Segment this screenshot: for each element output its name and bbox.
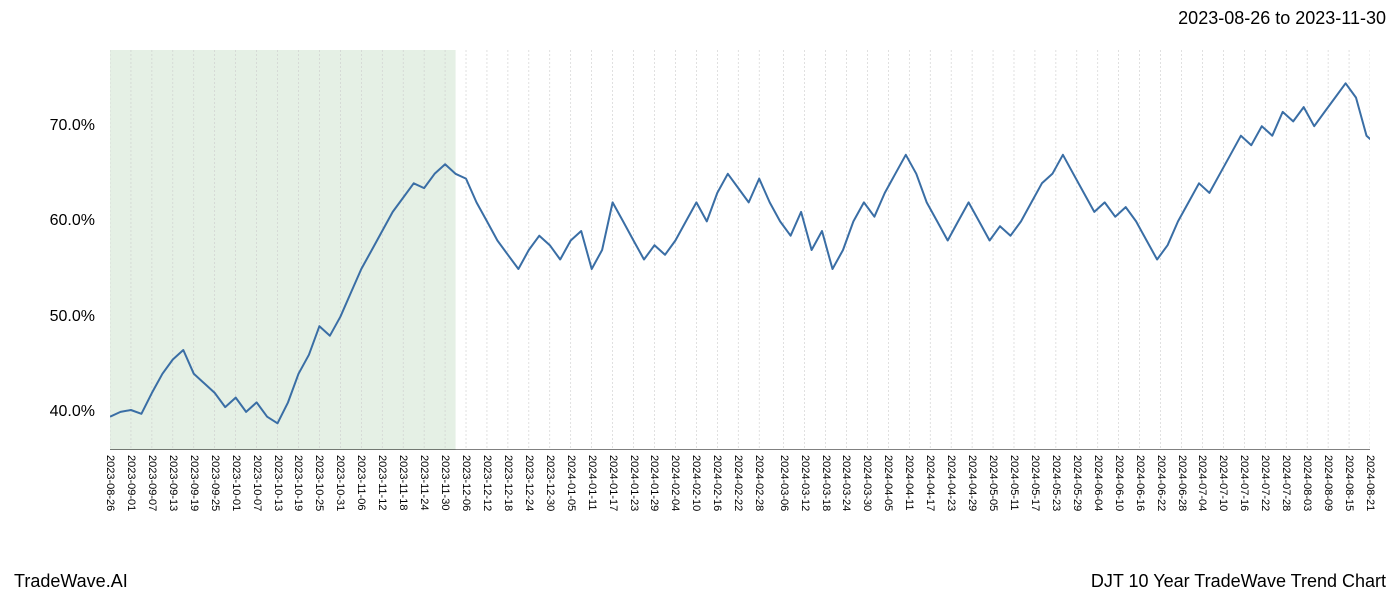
x-tick-label: 2023-10-19: [292, 455, 304, 511]
x-tick-label: 2024-04-17: [924, 455, 936, 511]
x-tick-label: 2024-05-05: [987, 455, 999, 511]
x-tick-label: 2024-02-22: [732, 455, 744, 511]
chart-plot-area: [110, 50, 1370, 450]
x-tick-label: 2024-01-17: [607, 455, 619, 511]
x-tick-label: 2024-05-23: [1050, 455, 1062, 511]
x-tick-label: 2024-07-22: [1259, 455, 1271, 511]
x-tick-label: 2023-09-13: [167, 455, 179, 511]
x-tick-label: 2024-08-15: [1343, 455, 1355, 511]
x-tick-label: 2024-03-06: [778, 455, 790, 511]
x-tick-label: 2024-08-09: [1322, 455, 1334, 511]
y-tick-label: 40.0%: [50, 403, 95, 421]
y-tick-label: 50.0%: [50, 308, 95, 326]
x-tick-label: 2023-12-18: [502, 455, 514, 511]
x-tick-label: 2023-12-30: [544, 455, 556, 511]
x-tick-label: 2023-11-18: [397, 455, 409, 510]
x-tick-label: 2024-06-16: [1134, 455, 1146, 511]
x-tick-label: 2024-06-22: [1155, 455, 1167, 511]
x-tick-label: 2023-11-12: [376, 455, 388, 510]
x-tick-label: 2024-05-17: [1029, 455, 1041, 511]
x-tick-label: 2023-09-19: [188, 455, 200, 511]
x-tick-label: 2024-01-11: [586, 455, 598, 510]
y-tick-label: 70.0%: [50, 117, 95, 135]
x-tick-label: 2024-02-10: [690, 455, 702, 511]
x-tick-label: 2024-03-12: [799, 455, 811, 511]
x-tick-label: 2023-10-07: [251, 455, 263, 511]
highlight-region: [110, 50, 456, 450]
y-axis: 40.0% 50.0% 60.0% 70.0%: [0, 50, 105, 450]
x-tick-label: 2023-12-12: [481, 455, 493, 511]
x-tick-label: 2024-04-23: [945, 455, 957, 511]
x-axis: 2023-08-262023-09-012023-09-072023-09-13…: [110, 455, 1370, 575]
x-tick-label: 2024-04-29: [966, 455, 978, 511]
x-tick-label: 2024-07-04: [1196, 455, 1208, 511]
x-tick-label: 2024-07-28: [1280, 455, 1292, 511]
x-tick-label: 2023-10-01: [230, 455, 242, 511]
x-tick-label: 2024-03-30: [861, 455, 873, 511]
x-tick-label: 2023-10-25: [313, 455, 325, 511]
x-tick-label: 2024-02-28: [753, 455, 765, 511]
x-tick-label: 2024-06-28: [1176, 455, 1188, 511]
x-tick-label: 2023-08-26: [104, 455, 116, 511]
x-tick-label: 2024-02-16: [711, 455, 723, 511]
x-tick-label: 2024-06-04: [1092, 455, 1104, 511]
x-tick-label: 2023-11-24: [418, 455, 430, 510]
x-tick-label: 2023-10-31: [334, 455, 346, 511]
x-tick-label: 2024-01-23: [628, 455, 640, 511]
x-tick-label: 2024-04-11: [903, 455, 915, 510]
x-tick-label: 2023-12-06: [460, 455, 472, 511]
x-tick-label: 2023-09-01: [125, 455, 137, 511]
x-tick-label: 2024-08-21: [1364, 455, 1376, 511]
x-tick-label: 2024-08-03: [1301, 455, 1313, 511]
x-tick-label: 2024-06-10: [1113, 455, 1125, 511]
y-tick-label: 60.0%: [50, 212, 95, 230]
x-tick-label: 2024-01-29: [648, 455, 660, 511]
chart-svg: [110, 50, 1370, 450]
x-tick-label: 2023-12-24: [523, 455, 535, 511]
x-tick-label: 2024-05-11: [1008, 455, 1020, 510]
x-tick-label: 2023-11-06: [355, 455, 367, 510]
x-tick-label: 2024-05-29: [1071, 455, 1083, 511]
x-tick-label: 2023-09-07: [146, 455, 158, 511]
x-tick-label: 2024-03-18: [820, 455, 832, 511]
x-tick-label: 2024-04-05: [882, 455, 894, 511]
x-tick-label: 2023-10-13: [272, 455, 284, 511]
x-tick-label: 2024-03-24: [840, 455, 852, 511]
x-tick-label: 2024-07-10: [1217, 455, 1229, 511]
x-tick-label: 2023-09-25: [209, 455, 221, 511]
date-range-label: 2023-08-26 to 2023-11-30: [1178, 8, 1386, 29]
x-tick-label: 2023-11-30: [439, 455, 451, 510]
x-tick-label: 2024-07-16: [1238, 455, 1250, 511]
x-tick-label: 2024-02-04: [669, 455, 681, 511]
x-tick-label: 2024-01-05: [565, 455, 577, 511]
